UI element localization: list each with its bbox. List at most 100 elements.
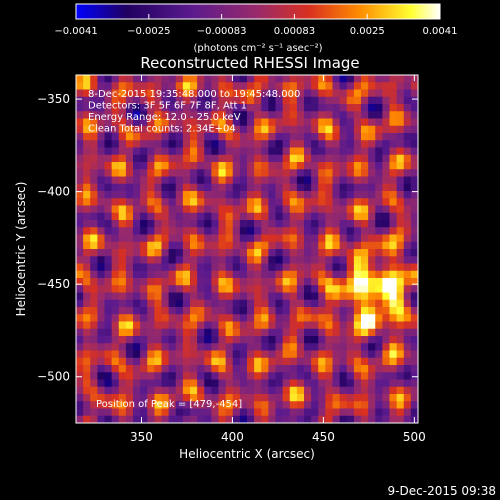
heatmap-cell xyxy=(268,357,276,366)
heatmap-cell xyxy=(239,96,248,105)
heatmap-cell xyxy=(232,75,241,83)
heatmap-cell xyxy=(76,299,84,308)
heatmap-cell xyxy=(332,133,341,141)
heatmap-cell xyxy=(118,140,127,148)
heatmap-cell xyxy=(133,336,141,344)
heatmap-cell xyxy=(90,314,98,322)
heatmap-cell xyxy=(140,75,148,83)
heatmap-cell xyxy=(175,343,184,351)
heatmap-cell xyxy=(368,336,376,344)
heatmap-cell xyxy=(175,249,184,257)
heatmap-cell xyxy=(104,205,113,214)
heatmap-cell xyxy=(361,176,369,185)
heatmap-cell xyxy=(261,285,269,293)
heatmap-cell xyxy=(247,227,255,235)
y-axis-label: Heliocentric Y (arcsec) xyxy=(14,182,28,317)
heatmap-cell xyxy=(382,336,390,344)
heatmap-cell xyxy=(275,147,284,156)
heatmap-cell xyxy=(140,249,148,257)
heatmap-cell xyxy=(289,104,298,112)
heatmap-cell xyxy=(368,256,376,264)
heatmap-cell xyxy=(161,198,170,206)
heatmap-cell xyxy=(361,227,369,235)
heatmap-cell xyxy=(111,227,120,235)
heatmap-cell xyxy=(382,96,390,105)
heatmap-cell xyxy=(368,299,376,308)
heatmap-cell xyxy=(247,249,255,257)
heatmap-cell xyxy=(97,394,105,402)
heatmap-cell xyxy=(311,321,319,330)
heatmap-cell xyxy=(325,154,333,163)
heatmap-cell xyxy=(389,299,398,308)
heatmap-cell xyxy=(289,212,298,221)
heatmap-cell xyxy=(368,278,376,286)
heatmap-cell xyxy=(197,336,205,344)
heatmap-cell xyxy=(396,401,405,409)
heatmap-cell xyxy=(353,350,362,359)
heatmap-cell xyxy=(239,227,248,235)
heatmap-cell xyxy=(368,357,376,366)
heatmap-cell xyxy=(389,292,398,301)
heatmap-cell xyxy=(211,285,219,293)
heatmap-cell xyxy=(339,321,348,330)
heatmap-cell xyxy=(140,386,148,395)
heatmap-cell xyxy=(133,205,141,214)
heatmap-cell xyxy=(161,401,170,409)
heatmap-cell xyxy=(353,75,362,83)
heatmap-cell xyxy=(375,314,383,322)
heatmap-cell xyxy=(361,365,369,373)
heatmap-cell xyxy=(304,285,312,293)
heatmap-cell xyxy=(254,379,262,388)
heatmap-cell xyxy=(289,386,298,395)
heatmap-cell xyxy=(154,263,162,272)
heatmap-cell xyxy=(182,408,191,417)
heatmap-cell xyxy=(182,278,191,286)
heatmap-cell xyxy=(154,104,162,112)
heatmap-cell xyxy=(125,205,134,214)
heatmap-cell xyxy=(218,212,227,221)
heatmap-cell xyxy=(104,154,113,163)
heatmap-cell xyxy=(261,220,269,228)
heatmap-cell xyxy=(239,256,248,264)
heatmap-cell xyxy=(375,96,383,105)
heatmap-cell xyxy=(311,394,319,402)
heatmap-cell xyxy=(368,365,376,373)
heatmap-cell xyxy=(282,205,291,214)
heatmap-cell xyxy=(168,379,177,388)
heatmap-cell xyxy=(304,314,312,322)
heatmap-cell xyxy=(154,307,162,315)
heatmap-cell xyxy=(261,350,269,359)
heatmap-cell xyxy=(296,299,305,308)
heatmap-cell xyxy=(339,205,348,214)
heatmap-cell xyxy=(254,82,262,90)
heatmap-cell xyxy=(104,212,113,221)
heatmap-cell xyxy=(275,133,284,141)
heatmap-cell xyxy=(282,241,291,250)
heatmap-cell xyxy=(147,408,155,417)
heatmap-cell xyxy=(118,299,127,308)
heatmap-cell xyxy=(353,241,362,250)
heatmap-cell xyxy=(318,133,326,141)
heatmap-cell xyxy=(375,147,383,156)
heatmap-cell xyxy=(147,350,155,359)
chart-title: Reconstructed RHESSI Image xyxy=(140,54,359,72)
heatmap-cell xyxy=(76,147,84,156)
heatmap-cell xyxy=(211,176,219,185)
heatmap-cell xyxy=(296,357,305,366)
heatmap-cell xyxy=(346,234,355,243)
heatmap-cell xyxy=(182,104,191,112)
heatmap-cell xyxy=(118,350,127,359)
heatmap-cell xyxy=(268,140,276,148)
heatmap-cell xyxy=(239,176,248,185)
heatmap-cell xyxy=(225,314,234,322)
heatmap-cell xyxy=(361,263,369,272)
heatmap-cell xyxy=(140,104,148,112)
heatmap-cell xyxy=(410,133,418,141)
heatmap-cell xyxy=(375,104,383,112)
heatmap-cell xyxy=(268,205,276,214)
heatmap-cell xyxy=(118,379,127,388)
heatmap-cell xyxy=(204,227,212,235)
heatmap-cell xyxy=(275,394,284,402)
heatmap-cell xyxy=(118,249,127,257)
heatmap-cell xyxy=(296,198,305,206)
